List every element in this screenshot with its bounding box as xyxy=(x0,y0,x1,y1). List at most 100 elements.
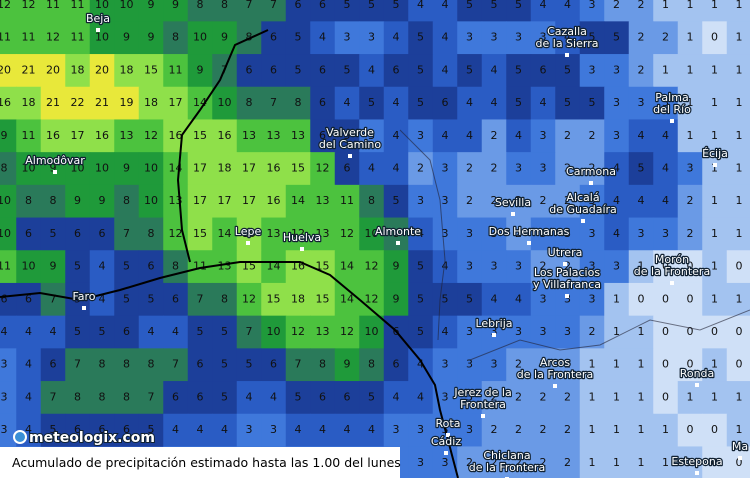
precip-value: 0 xyxy=(711,423,718,436)
precip-cell xyxy=(628,381,654,415)
precip-cell xyxy=(187,86,213,120)
precip-value: 7 xyxy=(295,358,302,371)
precip-value: 15 xyxy=(267,292,281,305)
logo-icon xyxy=(13,430,27,444)
precip-value: 8 xyxy=(197,0,204,11)
precip-value: 6 xyxy=(123,423,130,436)
precip-value: 2 xyxy=(540,358,547,371)
precip-value: 5 xyxy=(393,0,400,11)
precip-value: 18 xyxy=(144,96,158,109)
precip-cell xyxy=(261,217,287,251)
precip-value: 3 xyxy=(589,194,596,207)
precip-cell xyxy=(702,119,728,153)
precip-value: 2 xyxy=(540,456,547,469)
precip-cell xyxy=(383,152,409,186)
precip-value: 4 xyxy=(270,390,277,403)
precip-value: 8 xyxy=(172,260,179,273)
precip-cell xyxy=(530,152,556,186)
precip-cell xyxy=(408,282,434,317)
precip-value: 8 xyxy=(295,96,302,109)
precip-cell xyxy=(628,217,654,251)
precip-value: 10 xyxy=(22,162,36,175)
precip-value: 4 xyxy=(491,63,498,76)
precip-value: 21 xyxy=(22,63,36,76)
precip-cell xyxy=(481,152,507,186)
precip-value: 3 xyxy=(442,162,449,175)
precip-cell xyxy=(16,119,42,153)
precip-value: 2 xyxy=(540,390,547,403)
precip-cell xyxy=(334,217,360,251)
precip-cell xyxy=(604,54,630,88)
precip-value: 17 xyxy=(169,96,183,109)
precip-value: 9 xyxy=(74,194,81,207)
precip-value: 4 xyxy=(1,325,8,338)
precip-value: 10 xyxy=(71,162,85,175)
precip-value: 5 xyxy=(466,0,473,11)
precip-cell xyxy=(702,0,728,22)
precip-cell xyxy=(310,250,336,284)
precip-value: 1 xyxy=(613,325,620,338)
precip-value: 7 xyxy=(246,0,253,11)
precip-cell xyxy=(114,315,140,349)
precip-cell xyxy=(65,86,91,120)
precip-value: 14 xyxy=(291,194,305,207)
precip-value: 2 xyxy=(491,129,498,142)
precip-value: 10 xyxy=(144,162,158,175)
precip-value: 2 xyxy=(564,162,571,175)
city-dot xyxy=(246,241,250,245)
precip-cell xyxy=(285,21,311,55)
precip-cell xyxy=(16,86,42,120)
precip-cell xyxy=(457,413,483,447)
precip-value: 5 xyxy=(515,96,522,109)
precip-value: 5 xyxy=(466,63,473,76)
precip-cell xyxy=(261,250,287,284)
precip-cell xyxy=(163,21,189,55)
precip-cell xyxy=(40,381,66,415)
city-name: y Villafranca xyxy=(533,278,601,291)
precip-cell xyxy=(114,86,140,120)
precip-cell xyxy=(579,413,605,447)
precip-cell xyxy=(726,21,750,55)
precip-cell xyxy=(285,152,311,186)
precip-cell xyxy=(702,381,728,415)
precip-cell xyxy=(579,184,605,219)
city-name: Lebrija xyxy=(475,317,512,330)
precip-value: 3 xyxy=(589,227,596,240)
precip-value: 8 xyxy=(99,358,106,371)
precip-cell xyxy=(89,152,115,186)
precip-value: 2 xyxy=(491,390,498,403)
precip-cell xyxy=(481,119,507,153)
city-name: Arcos xyxy=(540,356,571,369)
precip-cell xyxy=(726,348,750,382)
precip-cell xyxy=(138,21,164,55)
precip-value: 2 xyxy=(589,162,596,175)
precip-cell xyxy=(506,119,532,153)
precip-cell xyxy=(579,54,605,88)
precip-value: 4 xyxy=(515,292,522,305)
precip-value: 4 xyxy=(442,325,449,338)
precip-cell xyxy=(40,348,66,382)
precip-cell xyxy=(40,152,66,186)
precip-cell xyxy=(138,152,164,186)
coastline xyxy=(0,261,459,478)
precip-cell xyxy=(187,315,213,349)
precip-cell xyxy=(506,381,532,415)
precip-cell xyxy=(579,119,605,153)
precip-value: 5 xyxy=(515,0,522,11)
precip-value: 1 xyxy=(711,390,718,403)
precip-cell xyxy=(261,381,287,415)
precip-cell xyxy=(285,348,311,382)
precip-value: 2 xyxy=(564,358,571,371)
precip-cell xyxy=(212,381,238,415)
precip-cell xyxy=(383,413,409,447)
precip-cell xyxy=(236,413,262,447)
precip-value: 4 xyxy=(466,96,473,109)
precip-value: 2 xyxy=(564,260,571,273)
precip-value: 4 xyxy=(295,423,302,436)
precip-cell xyxy=(334,0,360,22)
city-dot xyxy=(300,247,304,251)
city-name: Lepe xyxy=(235,225,262,238)
precip-value: 3 xyxy=(466,423,473,436)
precip-value: 0 xyxy=(687,358,694,371)
